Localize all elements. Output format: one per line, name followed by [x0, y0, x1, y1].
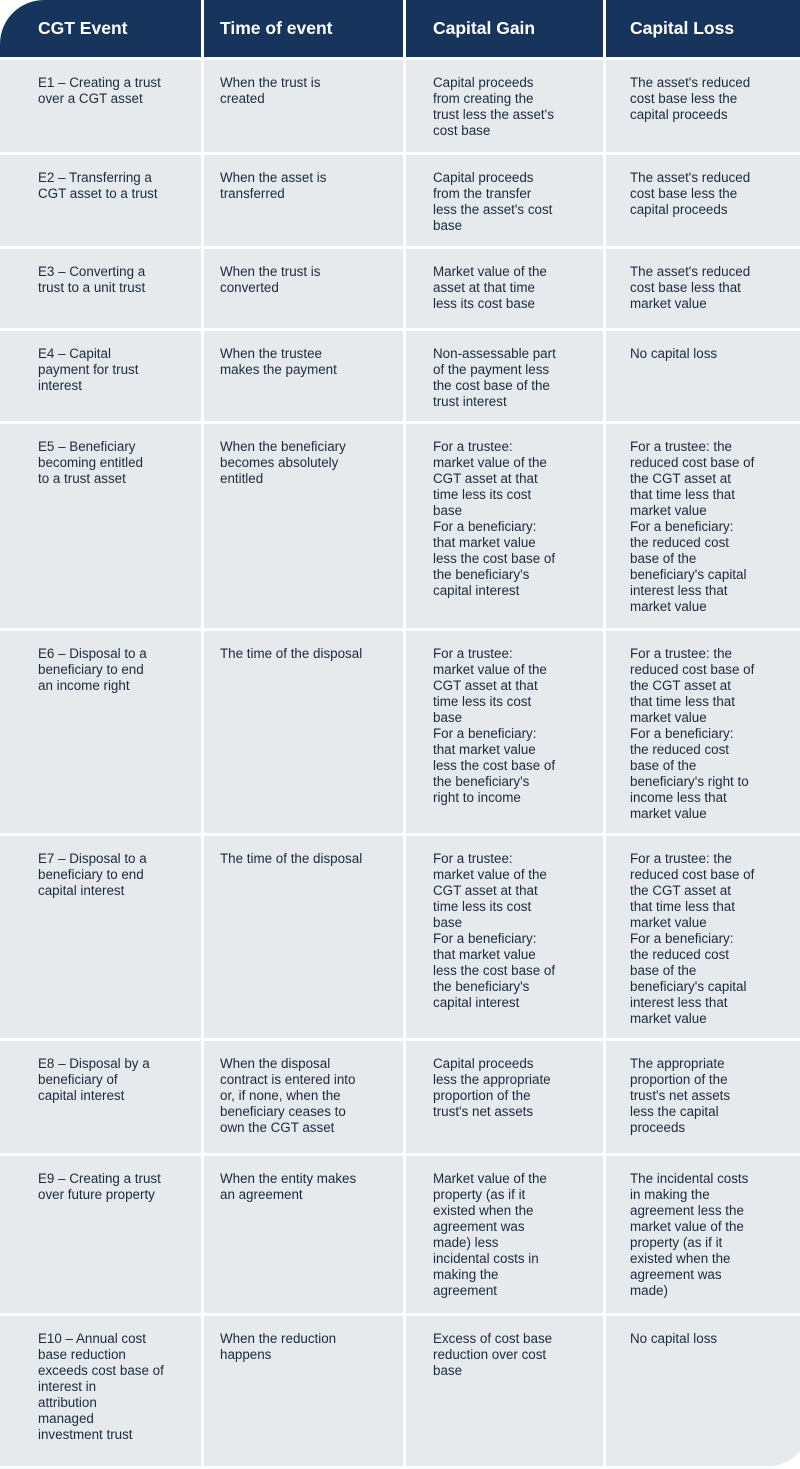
capital-loss-cell: The asset's reduced cost base less the c… [606, 155, 800, 246]
cgt-event-cell: E8 – Disposal by a beneficiary of capita… [0, 1041, 201, 1153]
header-time-of-event: Time of event [204, 0, 403, 57]
time-of-event-cell: When the asset is transferred [204, 155, 403, 246]
cgt-event-cell: E9 – Creating a trust over future proper… [0, 1156, 201, 1313]
table-row: E5 – Beneficiary becoming entitled to a … [0, 424, 800, 628]
capital-gain-cell: Excess of cost base reduction over cost … [406, 1316, 603, 1466]
time-of-event-cell: When the reduction happens [204, 1316, 403, 1466]
capital-loss-cell: For a trustee: the reduced cost base of … [606, 836, 800, 1038]
capital-loss-cell: For a trustee: the reduced cost base of … [606, 631, 800, 833]
header-row: CGT Event Time of event Capital Gain Cap… [0, 0, 800, 57]
time-of-event-cell: The time of the disposal [204, 631, 403, 833]
time-of-event-cell: When the entity makes an agreement [204, 1156, 403, 1313]
capital-gain-cell: Market value of the property (as if it e… [406, 1156, 603, 1313]
capital-loss-cell: No capital loss [606, 331, 800, 421]
table-row: E1 – Creating a trust over a CGT asset Wh… [0, 60, 800, 152]
time-of-event-cell: When the trust is converted [204, 249, 403, 328]
cgt-event-cell: E1 – Creating a trust over a CGT asset [0, 60, 201, 152]
capital-gain-cell: Non-assessable part of the payment less … [406, 331, 603, 421]
capital-loss-cell: The asset's reduced cost base less that … [606, 249, 800, 328]
time-of-event-cell: When the beneficiary becomes absolutely … [204, 424, 403, 628]
table-row: E10 – Annual cost base reduction exceeds… [0, 1316, 800, 1466]
time-of-event-cell: When the disposal contract is entered in… [204, 1041, 403, 1153]
cgt-event-cell: E4 – Capital payment for trust interest [0, 331, 201, 421]
table-row: E2 – Transferring a CGT asset to a trust… [0, 155, 800, 246]
table-row: E8 – Disposal by a beneficiary of capita… [0, 1041, 800, 1153]
cgt-event-cell: E2 – Transferring a CGT asset to a trust [0, 155, 201, 246]
table-row: E6 – Disposal to a beneficiary to end an… [0, 631, 800, 833]
table-row: E9 – Creating a trust over future proper… [0, 1156, 800, 1313]
header-cgt-event: CGT Event [0, 0, 201, 57]
table-row: E7 – Disposal to a beneficiary to end ca… [0, 836, 800, 1038]
cgt-event-cell: E10 – Annual cost base reduction exceeds… [0, 1316, 201, 1466]
capital-loss-cell: No capital loss [606, 1316, 800, 1466]
capital-loss-cell: For a trustee: the reduced cost base of … [606, 424, 800, 628]
table-row: E4 – Capital payment for trust interest W… [0, 331, 800, 421]
capital-loss-cell: The incidental costs in making the agree… [606, 1156, 800, 1313]
capital-gain-cell: Capital proceeds from creating the trust… [406, 60, 603, 152]
header-capital-gain: Capital Gain [406, 0, 603, 57]
capital-loss-cell: The appropriate proportion of the trust'… [606, 1041, 800, 1153]
cgt-event-cell: E6 – Disposal to a beneficiary to end an… [0, 631, 201, 833]
capital-loss-cell: The asset's reduced cost base less the c… [606, 60, 800, 152]
capital-gain-cell: For a trustee: market value of the CGT a… [406, 424, 603, 628]
capital-gain-cell: Capital proceeds less the appropriate pr… [406, 1041, 603, 1153]
capital-gain-cell: For a trustee: market value of the CGT a… [406, 631, 603, 833]
capital-gain-cell: Market value of the asset at that time l… [406, 249, 603, 328]
cgt-event-cell: E5 – Beneficiary becoming entitled to a … [0, 424, 201, 628]
header-capital-loss: Capital Loss [606, 0, 800, 57]
table-row: E3 – Converting a trust to a unit trust W… [0, 249, 800, 328]
cgt-event-cell: E7 – Disposal to a beneficiary to end ca… [0, 836, 201, 1038]
capital-gain-cell: For a trustee: market value of the CGT a… [406, 836, 603, 1038]
time-of-event-cell: When the trustee makes the payment [204, 331, 403, 421]
cgt-event-cell: E3 – Converting a trust to a unit trust [0, 249, 201, 328]
time-of-event-cell: The time of the disposal [204, 836, 403, 1038]
capital-gain-cell: Capital proceeds from the transfer less … [406, 155, 603, 246]
time-of-event-cell: When the trust is created [204, 60, 403, 152]
